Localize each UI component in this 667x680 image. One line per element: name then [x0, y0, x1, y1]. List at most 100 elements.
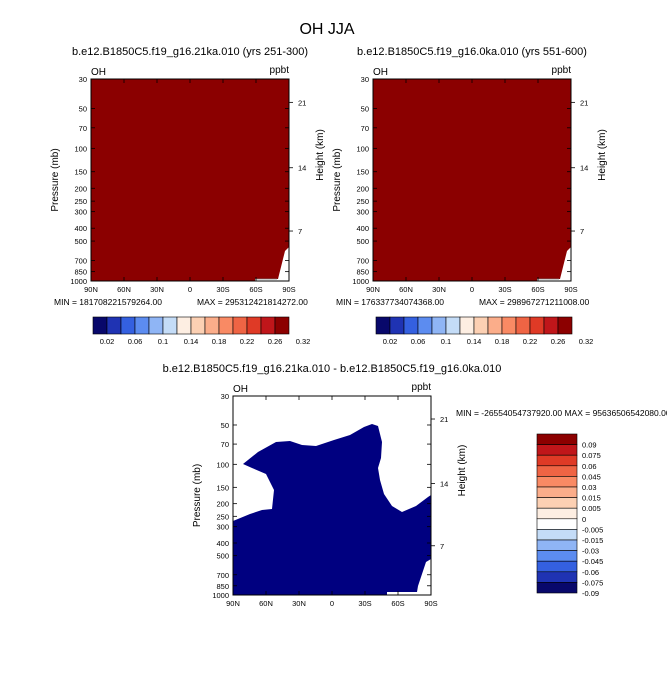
colorbar-swatch [106, 316, 122, 335]
colorbar-label: 0.22 [523, 337, 538, 346]
colorbar-swatch [176, 316, 192, 335]
colorbar-label: 0.06 [582, 462, 597, 471]
y-tick-label: 400 [216, 539, 229, 548]
colorbar-label: 0.02 [383, 337, 398, 346]
y-tick-label: 150 [216, 483, 229, 492]
heatmap-field [373, 79, 571, 281]
height-tick-label: 7 [580, 227, 584, 236]
height-tick-label: 14 [440, 479, 448, 488]
colorbar-label: 0.09 [582, 441, 597, 450]
panel-title: b.e12.B1850C5.f19_g16.21ka.010 (yrs 251-… [72, 46, 308, 58]
y-tick-label: 200 [74, 184, 87, 193]
missing-data-region [387, 559, 431, 595]
y-tick-label: 300 [356, 208, 369, 217]
colorbar-swatch [536, 571, 578, 583]
y-tick-label: 30 [221, 392, 229, 401]
x-tick-label: 90S [564, 285, 577, 294]
colorbar-label: -0.06 [582, 568, 599, 577]
colorbar-swatch [487, 316, 503, 335]
y-tick-label: 50 [221, 421, 229, 430]
variable-label: OH [91, 67, 106, 78]
colorbar-swatch [536, 433, 578, 445]
x-tick-label: 30N [432, 285, 446, 294]
colorbar-swatch [536, 529, 578, 541]
colorbar-label: 0.22 [240, 337, 255, 346]
x-tick-label: 90N [226, 599, 240, 608]
colorbar-label: 0.32 [579, 337, 594, 346]
colorbar-label: -0.015 [582, 536, 603, 545]
colorbar-swatch [162, 316, 178, 335]
panel-title: b.e12.B1850C5.f19_g16.0ka.010 (yrs 551-6… [357, 46, 587, 58]
colorbar-top-left: 0.02 0.06 0.1 0.14 0.18 0.22 0.26 0.32 [92, 316, 311, 346]
y-tick-label: 250 [216, 512, 229, 521]
height-tick-label: 21 [440, 415, 448, 424]
x-tick-label: 60N [259, 599, 273, 608]
units-label: ppbt [552, 65, 572, 76]
colorbar-label: 0.02 [100, 337, 115, 346]
min-readout: MIN = 176337734074368.00 [336, 297, 444, 307]
colorbar-label: 0.32 [296, 337, 311, 346]
colorbar-swatch [536, 550, 578, 562]
x-tick-label: 30S [216, 285, 229, 294]
x-tick-label: 60N [117, 285, 131, 294]
colorbar-label: 0 [582, 515, 586, 524]
colorbar-label: 0.005 [582, 504, 601, 513]
colorbar-label: 0.26 [551, 337, 566, 346]
y-tick-label: 1000 [352, 277, 369, 286]
height-tick-label: 21 [298, 98, 306, 107]
colorbar-swatch [260, 316, 276, 335]
colorbar-swatch [431, 316, 447, 335]
y-tick-label: 500 [74, 237, 87, 246]
colorbar-swatch [120, 316, 136, 335]
colorbar-swatch [529, 316, 545, 335]
colorbar-swatch [134, 316, 150, 335]
colorbar-swatch [543, 316, 559, 335]
colorbar-swatch [536, 518, 578, 530]
y-tick-label: 100 [356, 144, 369, 153]
colorbar-label: -0.075 [582, 578, 603, 587]
negative-difference-region [233, 424, 431, 595]
y-tick-label: 30 [79, 75, 87, 84]
colorbar-label: -0.005 [582, 525, 603, 534]
x-tick-label: 60S [391, 599, 404, 608]
colorbar-swatch [536, 454, 578, 467]
colorbar-swatch [536, 476, 578, 488]
variable-label: OH [233, 384, 248, 395]
y-tick-label: 500 [216, 552, 229, 561]
y-tick-label: 300 [74, 208, 87, 217]
colorbar-label: -0.03 [582, 547, 599, 556]
colorbar-label: 0.03 [582, 483, 597, 492]
panel-2: b.e12.B1850C5.f19_g16.0ka.010 (yrs 551-6… [332, 46, 608, 307]
y-axis-label: Pressure (mb) [50, 148, 61, 211]
x-tick-label: 60S [249, 285, 262, 294]
colorbar-swatch [501, 316, 517, 335]
y-tick-label: 300 [216, 523, 229, 532]
x-tick-label: 30N [150, 285, 164, 294]
x-tick-label: 90S [424, 599, 437, 608]
y-tick-label: 50 [361, 104, 369, 113]
y-tick-label: 150 [74, 168, 87, 177]
y-axis-label: Pressure (mb) [332, 148, 343, 211]
colorbar-label: 0.18 [495, 337, 510, 346]
colorbar-label: -0.045 [582, 557, 603, 566]
colorbar-swatch [515, 316, 531, 335]
colorbar-swatch [190, 316, 206, 335]
colorbar-swatch [417, 316, 433, 335]
colorbar-label: 0.18 [212, 337, 227, 346]
height-tick-label: 21 [580, 98, 588, 107]
colorbar-swatch [445, 316, 461, 335]
x-tick-label: 0 [188, 285, 192, 294]
colorbar-swatch [218, 316, 234, 335]
y-tick-label: 100 [216, 460, 229, 469]
colorbar-swatch [204, 316, 220, 335]
colorbar-swatch [232, 316, 248, 335]
y-tick-label: 200 [216, 500, 229, 509]
x-tick-label: 90N [366, 285, 380, 294]
x-tick-label: 90N [84, 285, 98, 294]
y-tick-label: 100 [74, 144, 87, 153]
colorbar-label: 0.015 [582, 494, 601, 503]
colorbar-label: 0.045 [582, 472, 601, 481]
x-tick-label: 30S [498, 285, 511, 294]
y-tick-label: 70 [221, 440, 229, 449]
